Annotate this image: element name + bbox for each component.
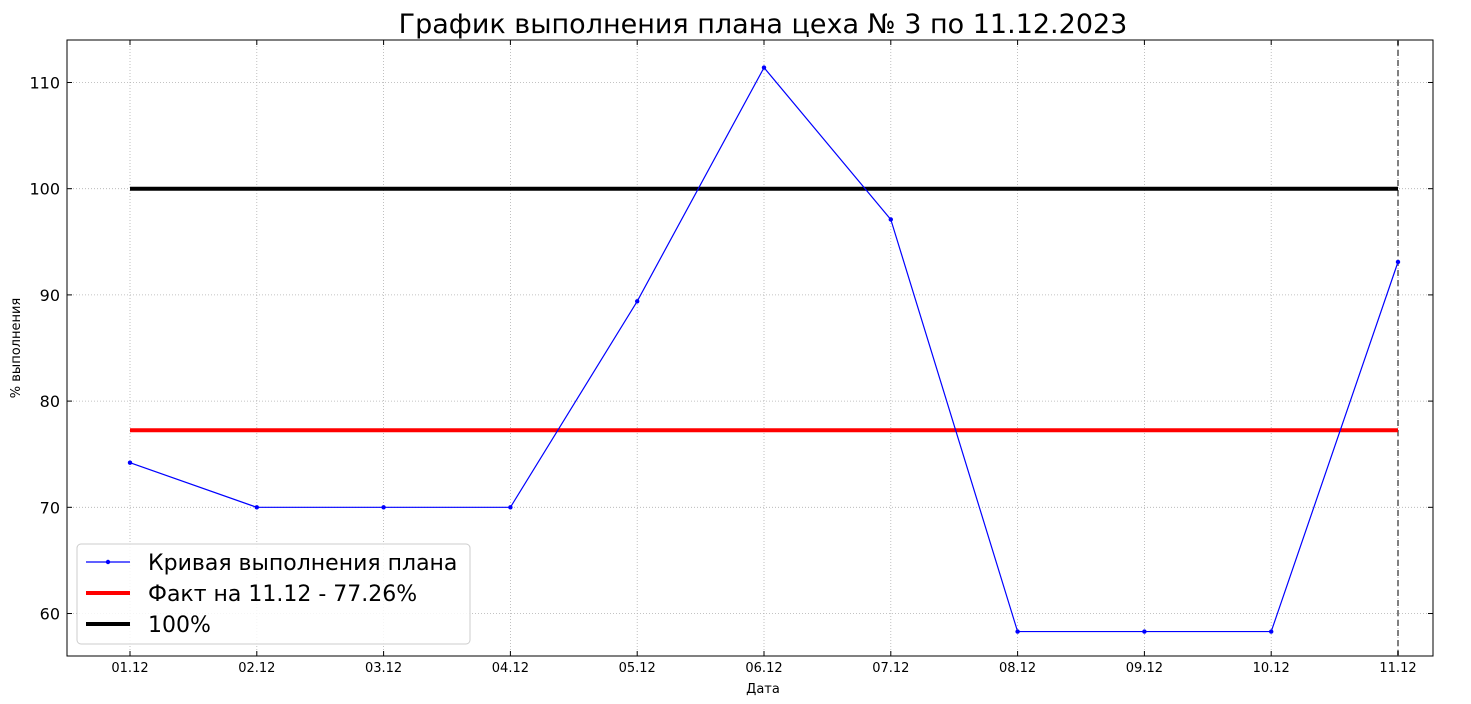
y-tick-label: 110 xyxy=(29,73,60,92)
x-tick-label: 09.12 xyxy=(1126,661,1163,676)
plan-curve-point xyxy=(1269,629,1274,634)
plan-curve-point xyxy=(1395,259,1401,265)
x-tick-label: 01.12 xyxy=(111,661,148,676)
legend-label-fact-line: Факт на 11.12 - 77.26% xyxy=(148,582,417,607)
y-tick-label: 80 xyxy=(40,392,60,411)
x-tick-label: 10.12 xyxy=(1253,661,1290,676)
plan-curve-point xyxy=(1142,629,1147,634)
plan-curve-point xyxy=(761,65,767,70)
plan-curve-point xyxy=(888,217,893,222)
x-tick-label: 03.12 xyxy=(365,661,402,676)
y-axis-label: % выполнения xyxy=(9,298,24,398)
legend-label-plan-curve: Кривая выполнения плана xyxy=(148,551,457,576)
y-tick-label: 60 xyxy=(40,605,60,624)
y-tick-label: 100 xyxy=(29,180,60,199)
plan-curve-point xyxy=(635,299,640,304)
plan-curve-point xyxy=(381,505,386,510)
series-layer xyxy=(127,65,1401,634)
x-tick-label: 04.12 xyxy=(492,661,529,676)
x-tick-label: 06.12 xyxy=(745,661,782,676)
plan-curve-point xyxy=(127,460,133,465)
y-tick-label: 70 xyxy=(40,498,60,517)
x-tick-label: 07.12 xyxy=(872,661,909,676)
plot-area-frame xyxy=(66,39,1434,657)
x-axis-label: Дата xyxy=(746,682,780,697)
reference-lines xyxy=(130,40,1399,656)
legend: Кривая выполнения плана Факт на 11.12 - … xyxy=(76,543,471,645)
legend-marker-plan-curve xyxy=(105,559,111,565)
x-tick-label: 08.12 xyxy=(999,661,1036,676)
legend-box xyxy=(76,543,471,645)
plan-curve-point xyxy=(508,505,513,510)
chart-title: График выполнения плана цеха № 3 по 11.1… xyxy=(399,9,1128,40)
x-tick-label: 02.12 xyxy=(238,661,275,676)
y-tick-label: 90 xyxy=(40,286,60,305)
axis-ticks: 01.12 02.12 03.12 04.12 05.12 06.12 07.12 08.12… xyxy=(29,40,1433,676)
plan-curve-point xyxy=(254,505,259,510)
legend-label-100-line: 100% xyxy=(148,613,211,638)
x-tick-label: 05.12 xyxy=(619,661,656,676)
plan-curve-point xyxy=(1015,629,1020,634)
x-tick-label: 11.12 xyxy=(1379,661,1416,676)
